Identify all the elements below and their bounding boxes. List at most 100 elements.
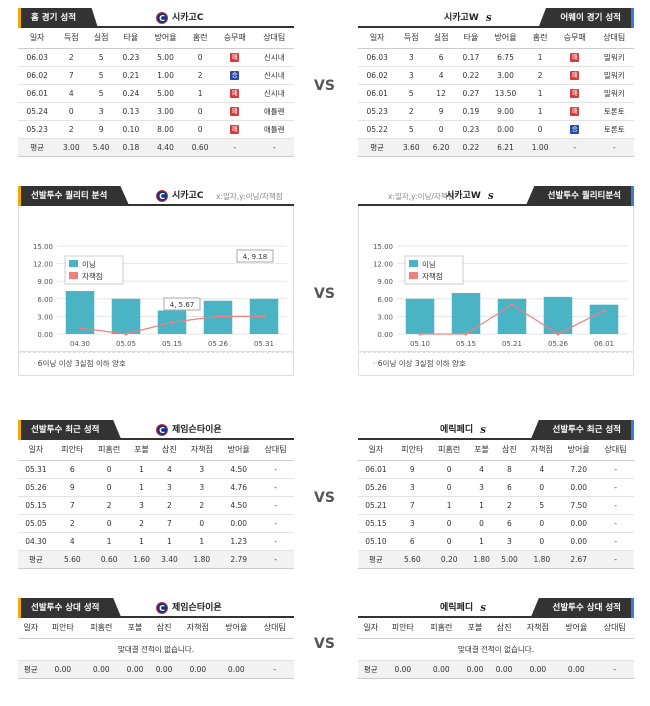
- average-cell: 5.00: [495, 550, 524, 569]
- column-header: 방어율: [560, 440, 598, 461]
- table-cell: 4: [523, 460, 561, 479]
- column-header: 방어율: [557, 618, 596, 639]
- pitcher-right-panel: 에릭페디 S 선발투수 최근 성적 일자 피안타 피홈런 포볼 삼진 자책점 방어율 상대팀 0…: [358, 420, 634, 569]
- table-cell: 0: [430, 460, 468, 479]
- table-cell: 1: [525, 84, 556, 103]
- cubs-logo-icon: C: [156, 190, 168, 202]
- vs-label-2: VS: [314, 286, 335, 302]
- average-cell: -: [257, 550, 294, 569]
- y-tick-label: 3.00: [37, 313, 53, 321]
- column-header: 상대팀: [594, 28, 634, 49]
- home-record-tab: 홈 경기 성적: [18, 8, 99, 28]
- average-cell: 1.80: [183, 550, 221, 569]
- table-cell: 7: [155, 514, 184, 533]
- table-cell: 신시내: [254, 84, 294, 103]
- quality-right-footnote: · 6이닝 이상 3실점 이하 양호: [358, 352, 634, 376]
- annotation-box: [236, 249, 274, 263]
- y-tick-label: 9.00: [377, 278, 393, 286]
- table-cell: 1: [127, 532, 156, 551]
- table-cell: 9.00: [485, 102, 526, 121]
- earned-runs-point: [464, 332, 468, 336]
- column-header: 방어율: [145, 28, 186, 49]
- table-cell: 1: [185, 84, 216, 103]
- annotation-label: 4, 9.18: [243, 253, 268, 261]
- y-tick-label: 0.00: [377, 331, 393, 339]
- white-sox-logo-icon: S: [482, 12, 495, 24]
- home-record-header: 홈 경기 성적 C 시카고C: [18, 8, 294, 28]
- column-header: 포볼: [460, 618, 490, 639]
- average-cell: 평균: [18, 138, 57, 157]
- result-badge: 패: [570, 89, 580, 98]
- table-cell: 0: [523, 478, 561, 497]
- table-cell: 4: [56, 84, 87, 103]
- average-cell: 0.00: [217, 660, 256, 679]
- table-cell: 1: [155, 532, 184, 551]
- result-badge: 패: [230, 125, 240, 134]
- table-cell: 1: [90, 532, 128, 551]
- quality-left-team-label: 시카고C: [172, 191, 204, 201]
- table-cell: 4: [426, 66, 456, 85]
- table-cell: 3: [396, 48, 427, 67]
- away-team-name: 시카고W S: [444, 11, 495, 25]
- table-cell: 6: [393, 532, 431, 551]
- table-cell: 6: [426, 48, 456, 67]
- table-row: 05.22 5 0 0.23 0.00 0 승 토론토: [358, 120, 634, 139]
- table-cell: 0: [56, 102, 87, 121]
- quality-left-team: C 시카고C: [156, 189, 203, 203]
- table-cell: 9: [53, 478, 91, 497]
- column-header: 피안타: [43, 618, 83, 639]
- table-cell: 06.01: [358, 460, 394, 479]
- earned-runs-point: [556, 332, 560, 336]
- average-cell: -: [254, 138, 294, 157]
- table-cell: 1.23: [220, 532, 258, 551]
- table-row: 05.26 9 0 1 3 3 4.76-: [18, 478, 294, 497]
- table-row: 05.31 6 0 1 4 3 4.50-: [18, 460, 294, 479]
- vs-label-4: VS: [314, 636, 335, 652]
- table-cell: 5: [86, 48, 116, 67]
- column-header: 홈런: [525, 28, 556, 49]
- column-header: 자책점: [518, 618, 558, 639]
- quality-right-chart-svg: 0.00 3.00 6.00 9.00 12.00 15.00 05.10 05.15 05.2…: [373, 243, 627, 348]
- result-badge: 패: [570, 71, 580, 80]
- table-cell: 05.05: [18, 514, 54, 533]
- legend-swatch: [69, 260, 78, 267]
- average-row: 평균 0.00 0.00 0.00 0.00 0.00 0.00-: [18, 660, 294, 679]
- average-cell: 6.20: [426, 138, 456, 157]
- average-cell: 0.20: [430, 550, 468, 569]
- table-cell: 3: [495, 532, 524, 551]
- table-cell: 06.01: [358, 84, 397, 103]
- average-cell: 0.00: [82, 660, 121, 679]
- column-header: 득점: [56, 28, 87, 49]
- table-cell: 3.00: [485, 66, 526, 85]
- column-header: 자책점: [178, 618, 218, 639]
- x-tick-label: 05.26: [548, 340, 569, 348]
- x-tick-label: 05.21: [502, 340, 522, 348]
- column-header: 일자: [358, 440, 394, 461]
- average-cell: 0.00: [489, 660, 519, 679]
- quality-left-footnote: · 6이닝 이상 3실점 이하 양호: [18, 352, 294, 376]
- average-cell: 0.00: [120, 660, 150, 679]
- away-record-header: 시카고W S 어웨이 경기 성적: [358, 8, 634, 28]
- average-cell: 1.80: [467, 550, 496, 569]
- average-cell: 0.00: [557, 660, 596, 679]
- away-record-tab: 어웨이 경기 성적: [538, 8, 634, 28]
- table-row: 06.03 3 6 0.17 6.75 1 패 밀워키: [358, 48, 634, 67]
- away-record-panel: 시카고W S 어웨이 경기 성적 일자 득점 실점 타율 방어율 홈런 승무패 상대팀 06.0…: [358, 8, 634, 157]
- table-cell: 4: [53, 532, 91, 551]
- table-cell: 05.31: [18, 460, 54, 479]
- table-cell: 3: [183, 478, 221, 497]
- column-header: 피안타: [53, 440, 91, 461]
- y-tick-label: 15.00: [373, 243, 393, 251]
- legend-label: 이닝: [422, 259, 436, 269]
- table-header-row: 일자 피안타 피홈런 포볼 삼진 자책점 방어율 상대팀: [358, 440, 634, 461]
- table-cell: 0.19: [455, 102, 486, 121]
- column-header: 피홈런: [90, 440, 128, 461]
- table-cell: 0.24: [115, 84, 146, 103]
- table-cell: 05.10: [358, 532, 394, 551]
- average-cell: 5.60: [53, 550, 91, 569]
- vs-right-team: 에릭페디 S: [440, 601, 490, 615]
- table-cell: 2: [495, 496, 524, 515]
- average-cell: 5.60: [393, 550, 431, 569]
- table-cell: 05.21: [358, 496, 394, 515]
